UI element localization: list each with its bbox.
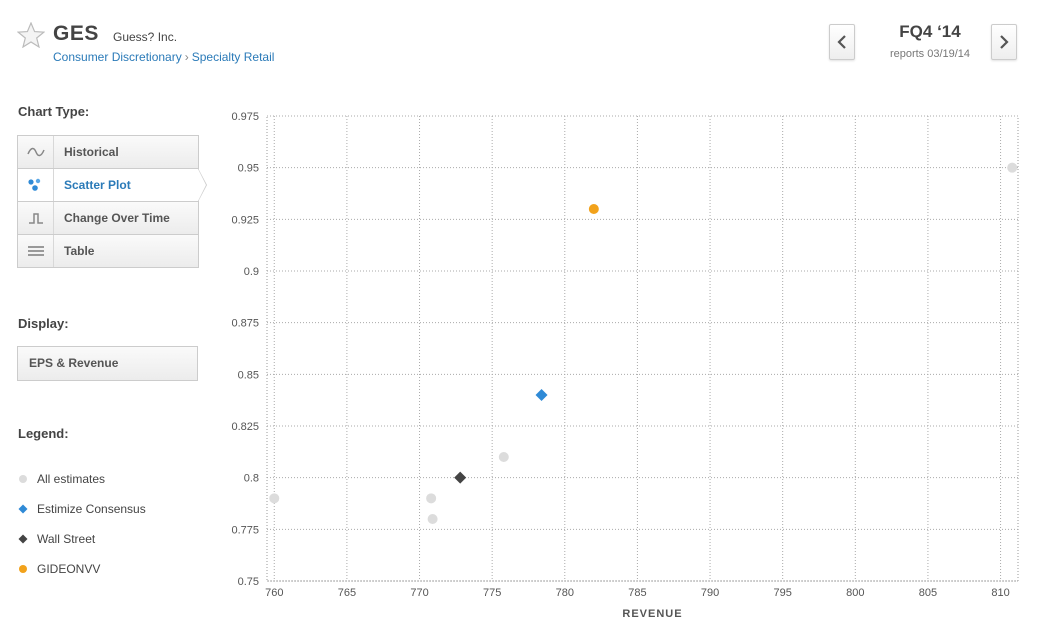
data-point-circle <box>588 204 599 214</box>
x-tick-label: 770 <box>410 587 428 599</box>
favorite-star-icon[interactable] <box>16 21 46 49</box>
ticker-symbol: GES <box>53 22 99 45</box>
circle-marker-icon <box>18 564 30 574</box>
x-tick-label: 790 <box>701 587 719 599</box>
legend-item-label: Wall Street <box>37 532 96 546</box>
breadcrumb-separator: › <box>184 50 189 64</box>
y-tick-label: 0.875 <box>231 318 259 330</box>
y-tick-label: 0.75 <box>238 576 259 588</box>
x-tick-label: 775 <box>483 587 501 599</box>
chart-type-selector: Historical Scatter Plot Change Over Time… <box>17 135 207 268</box>
data-point-circle <box>427 514 438 524</box>
data-point-circle <box>498 452 509 462</box>
report-date: reports 03/19/14 <box>889 48 971 60</box>
company-name: Guess? Inc. <box>113 30 178 44</box>
y-tick-label: 0.775 <box>231 524 259 536</box>
chart-type-label: Chart Type: <box>18 104 90 119</box>
legend-item-label: GIDEONVV <box>37 562 101 576</box>
circle-marker-icon <box>18 474 30 484</box>
chart-type-change-over-time[interactable]: Change Over Time <box>17 202 199 235</box>
y-tick-label: 0.95 <box>238 163 259 175</box>
x-tick-label: 785 <box>628 587 646 599</box>
data-point-diamond <box>535 389 548 401</box>
wave-icon <box>18 136 54 168</box>
legend-item-wall-street: Wall Street <box>18 524 146 554</box>
table-icon <box>18 235 54 267</box>
data-point-circle <box>426 493 437 504</box>
display-label: Display: <box>18 316 69 331</box>
breadcrumb-sector-link[interactable]: Consumer Discretionary <box>53 50 182 64</box>
diamond-marker-icon <box>18 534 30 544</box>
x-axis-label: REVENUE <box>622 608 682 620</box>
chart-type-historical[interactable]: Historical <box>17 135 199 169</box>
chart-type-label: Change Over Time <box>64 211 170 225</box>
legend-item-gideonvv: GIDEONVV <box>18 554 146 584</box>
breadcrumb: Consumer Discretionary › Specialty Retail <box>53 50 274 64</box>
y-tick-label: 0.925 <box>231 214 259 226</box>
scatter-icon <box>18 169 54 201</box>
legend-item-label: All estimates <box>37 472 106 486</box>
data-point-circle <box>1007 162 1018 173</box>
previous-quarter-button[interactable] <box>829 24 855 60</box>
legend-label: Legend: <box>18 426 69 441</box>
x-tick-label: 780 <box>556 587 574 599</box>
chart-type-label: Table <box>64 244 95 258</box>
legend-item-label: Estimize Consensus <box>37 502 146 516</box>
y-tick-label: 0.8 <box>244 473 259 485</box>
y-tick-label: 0.825 <box>231 421 259 433</box>
display-select[interactable]: EPS & Revenue <box>17 346 198 381</box>
legend-item-all-estimates: All estimates <box>18 464 146 494</box>
plot-frame <box>266 115 1019 582</box>
legend: All estimates Estimize Consensus Wall St… <box>18 464 146 584</box>
x-tick-label: 760 <box>265 587 283 599</box>
chart-type-label: Historical <box>64 145 119 159</box>
chart-type-table[interactable]: Table <box>17 235 199 268</box>
y-tick-label: 0.85 <box>238 369 259 381</box>
x-tick-label: 800 <box>846 587 864 599</box>
x-tick-label: 765 <box>338 587 356 599</box>
x-tick-label: 805 <box>919 587 937 599</box>
y-tick-label: 0.9 <box>244 266 259 278</box>
y-tick-label: 0.975 <box>231 111 259 123</box>
chevron-right-icon <box>1000 35 1009 49</box>
data-point-diamond <box>454 471 467 484</box>
quarter-title: FQ4 ‘14 <box>899 22 961 41</box>
next-quarter-button[interactable] <box>991 24 1017 60</box>
chart-type-scatter-plot[interactable]: Scatter Plot <box>17 168 207 202</box>
x-tick-label: 795 <box>773 587 791 599</box>
legend-item-estimize-consensus: Estimize Consensus <box>18 494 146 524</box>
data-point-circle <box>269 493 280 504</box>
x-tick-label: 810 <box>991 587 1009 599</box>
breadcrumb-industry-link[interactable]: Specialty Retail <box>191 50 275 64</box>
diamond-marker-icon <box>18 504 30 514</box>
chart-type-label: Scatter Plot <box>64 178 131 192</box>
step-icon <box>18 202 54 234</box>
chevron-left-icon <box>837 35 846 49</box>
